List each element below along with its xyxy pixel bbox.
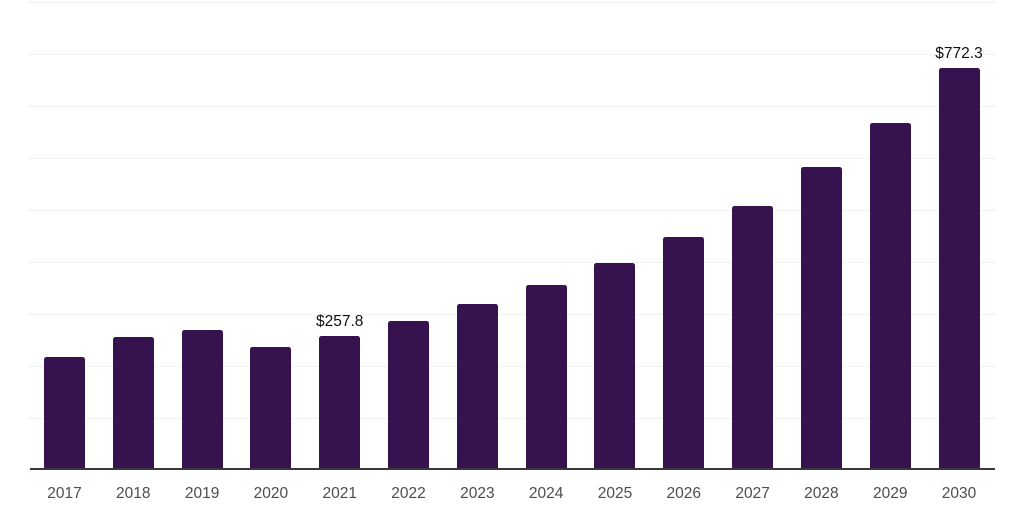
x-tick-2028: 2028: [804, 485, 839, 502]
x-tick-2022: 2022: [391, 485, 426, 502]
x-tick-2026: 2026: [666, 485, 702, 502]
x-axis-line: [30, 468, 995, 470]
bar-2017: [44, 356, 85, 470]
x-tick-2018: 2018: [116, 485, 151, 502]
bar-2027: [732, 206, 774, 470]
bar-2030: [938, 68, 980, 470]
bar-2022: [388, 321, 430, 470]
x-tick-2025: 2025: [597, 485, 633, 502]
x-tick-2023: 2023: [460, 485, 495, 502]
bar-2018: [112, 337, 154, 470]
gridline-800: [28, 54, 996, 55]
bar-2019: [181, 330, 223, 470]
bar-2029: [869, 122, 911, 470]
gridline-500: [28, 210, 996, 211]
x-tick-2021: 2021: [322, 485, 357, 502]
bar-2023: [456, 304, 498, 470]
gridline-100: [28, 418, 996, 419]
bar-2021: [319, 335, 361, 470]
x-tick-2020: 2020: [253, 485, 289, 502]
x-tick-2019: 2019: [184, 485, 220, 502]
x-tick-2017: 2017: [47, 485, 82, 502]
x-tick-2030: 2030: [941, 485, 977, 502]
gridline-300: [28, 314, 996, 315]
value-label-2030: $772.3: [935, 45, 983, 63]
value-label-2021: $257.8: [316, 312, 364, 330]
gridline-900: [28, 2, 996, 3]
bar-2020: [250, 347, 292, 470]
gridline-600: [28, 158, 996, 159]
bar-2028: [800, 167, 842, 470]
bar-2026: [663, 236, 705, 470]
gridline-700: [28, 106, 996, 107]
bar-2025: [594, 263, 636, 470]
bar-2024: [525, 285, 567, 470]
gridline-400: [28, 262, 996, 263]
x-tick-2024: 2024: [528, 485, 564, 502]
gridline-200: [28, 366, 996, 367]
x-tick-2027: 2027: [735, 485, 770, 502]
x-tick-2029: 2029: [872, 485, 908, 502]
